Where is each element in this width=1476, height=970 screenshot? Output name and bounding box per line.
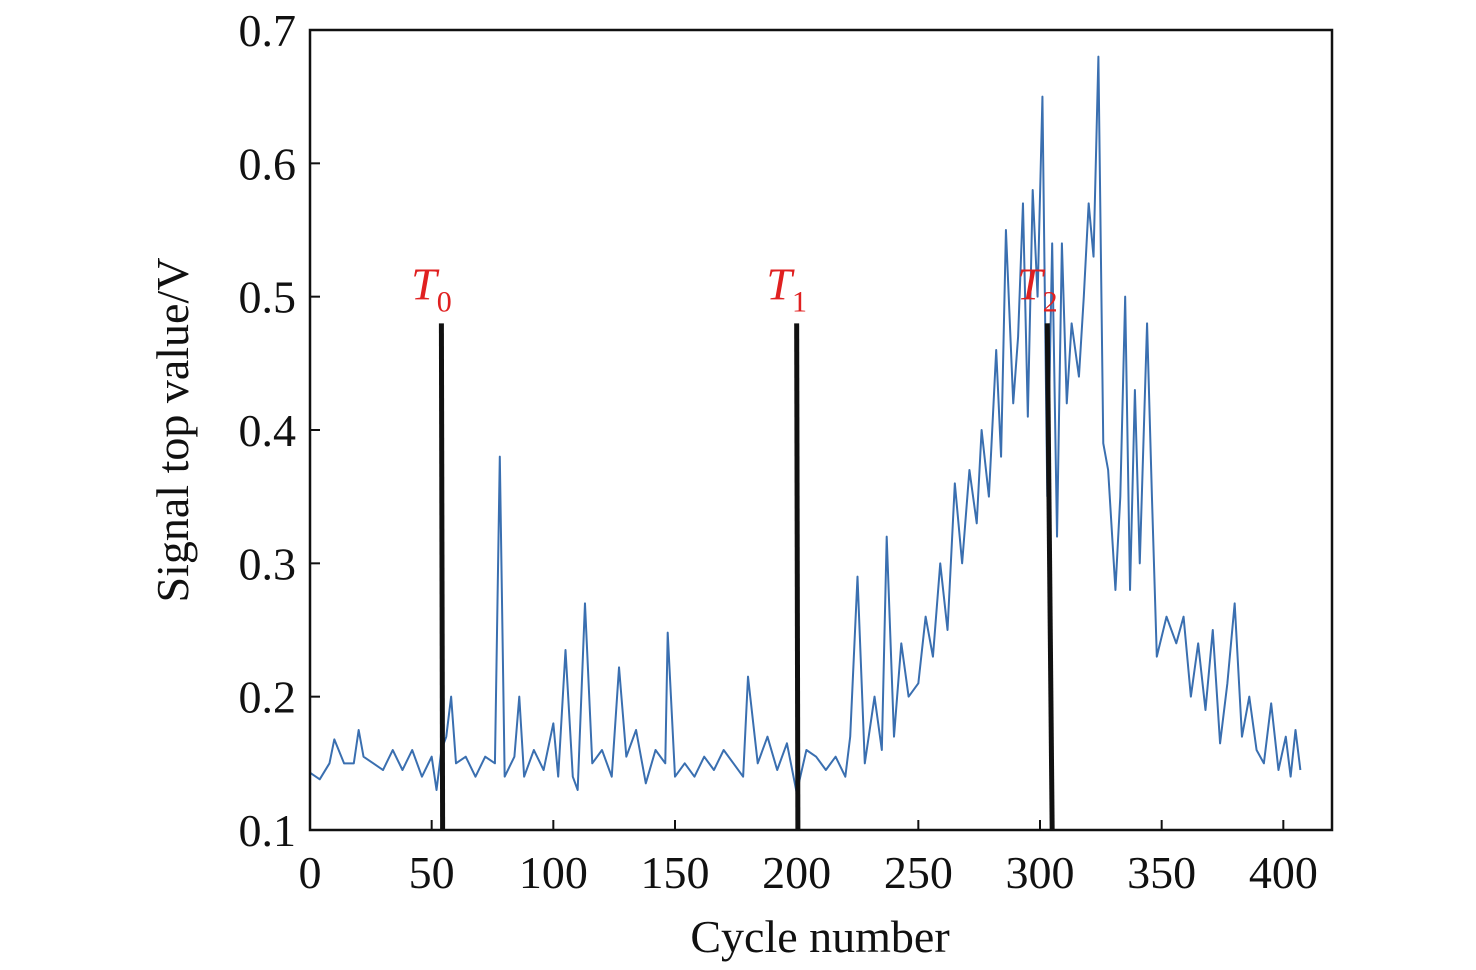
x-tick-label: 250	[884, 847, 953, 898]
y-tick-label: 0.7	[239, 5, 297, 56]
y-tick-label: 0.1	[239, 805, 297, 856]
data-line	[309, 55, 1302, 794]
marker-subscript: 1	[792, 285, 807, 318]
x-tick-label: 100	[519, 847, 588, 898]
marker-label: T1	[766, 258, 807, 318]
marker-label: T2	[1017, 258, 1058, 318]
y-tick-label: 0.3	[239, 538, 297, 589]
marker-line	[794, 323, 801, 831]
x-tick-label: 400	[1249, 847, 1318, 898]
plot-frame	[308, 28, 1334, 832]
marker-line	[438, 323, 446, 831]
y-tick-label: 0.2	[239, 672, 297, 723]
x-tick-label: 150	[641, 847, 710, 898]
y-axis-label: Signal top value/V	[147, 258, 198, 603]
x-axis-label: Cycle number	[690, 911, 949, 962]
marker-subscript: 0	[437, 285, 452, 318]
marker-name: T	[766, 258, 795, 309]
marker-label: T0	[411, 258, 452, 318]
x-tick-label: 200	[762, 847, 831, 898]
y-tick-label: 0.5	[239, 272, 297, 323]
x-tick-label: 50	[409, 847, 455, 898]
marker-line	[1044, 323, 1055, 831]
y-tick-label: 0.4	[239, 405, 297, 456]
x-tick-label: 350	[1127, 847, 1196, 898]
marker-name: T	[1017, 258, 1046, 309]
x-tick-label: 0	[299, 847, 322, 898]
x-tick-label: 300	[1006, 847, 1075, 898]
marker-subscript: 2	[1043, 285, 1058, 318]
y-tick-label: 0.6	[239, 138, 297, 189]
marker-name: T	[411, 258, 440, 309]
